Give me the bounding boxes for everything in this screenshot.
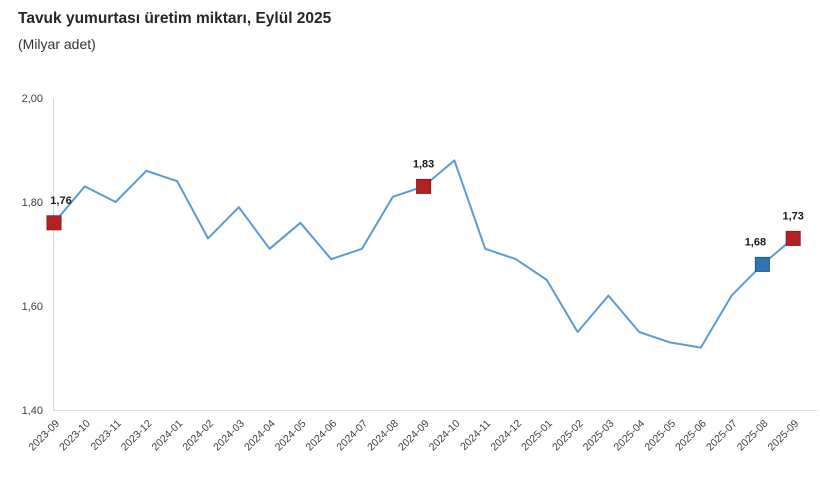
- x-tick-label: 2024-02: [180, 418, 216, 454]
- x-tick-label: 2023-12: [119, 418, 155, 454]
- x-tick-label: 2023-10: [57, 418, 93, 454]
- x-tick-label: 2024-11: [458, 418, 493, 453]
- x-tick-label: 2025-08: [735, 418, 771, 454]
- x-tick-label: 2025-03: [581, 418, 617, 454]
- x-tick-label: 2025-07: [704, 418, 740, 454]
- y-tick-label: 2,00: [22, 93, 43, 105]
- page-subtitle: (Milyar adet): [18, 36, 96, 52]
- x-tick-label: 2025-06: [673, 418, 709, 454]
- highlight-marker: [46, 215, 62, 231]
- x-tick-label: 2024-06: [304, 418, 340, 454]
- y-tick-label: 1,80: [22, 197, 43, 209]
- x-tick-label: 2023-11: [89, 418, 124, 453]
- x-tick-label: 2025-09: [766, 418, 802, 454]
- x-tick-label: 2025-05: [642, 418, 678, 454]
- x-tick-label: 2024-12: [488, 418, 524, 454]
- highlight-value-label: 1,68: [745, 236, 766, 248]
- highlight-value-label: 1,83: [413, 158, 434, 170]
- x-tick-label: 2025-04: [612, 418, 648, 454]
- x-tick-label: 2024-05: [273, 418, 309, 454]
- page-title: Tavuk yumurtası üretim miktarı, Eylül 20…: [18, 10, 332, 27]
- x-tick-label: 2024-10: [427, 418, 463, 454]
- highlight-marker: [416, 178, 432, 194]
- highlight-value-label: 1,76: [50, 195, 71, 207]
- y-tick-label: 1,60: [22, 301, 43, 313]
- x-tick-label: 2024-01: [150, 418, 186, 454]
- x-tick-label: 2024-08: [365, 418, 401, 454]
- x-tick-label: 2024-07: [334, 418, 370, 454]
- x-tick-label: 2024-09: [396, 418, 432, 454]
- highlight-marker: [754, 256, 770, 272]
- x-tick-label: 2023-09: [26, 418, 62, 454]
- highlight-value-label: 1,73: [782, 210, 803, 222]
- y-tick-label: 1,40: [22, 405, 43, 417]
- x-tick-label: 2024-03: [211, 418, 247, 454]
- highlight-marker: [785, 230, 801, 246]
- x-tick-label: 2025-02: [550, 418, 586, 454]
- x-tick-label: 2024-04: [242, 418, 278, 454]
- x-tick-label: 2025-01: [519, 418, 555, 454]
